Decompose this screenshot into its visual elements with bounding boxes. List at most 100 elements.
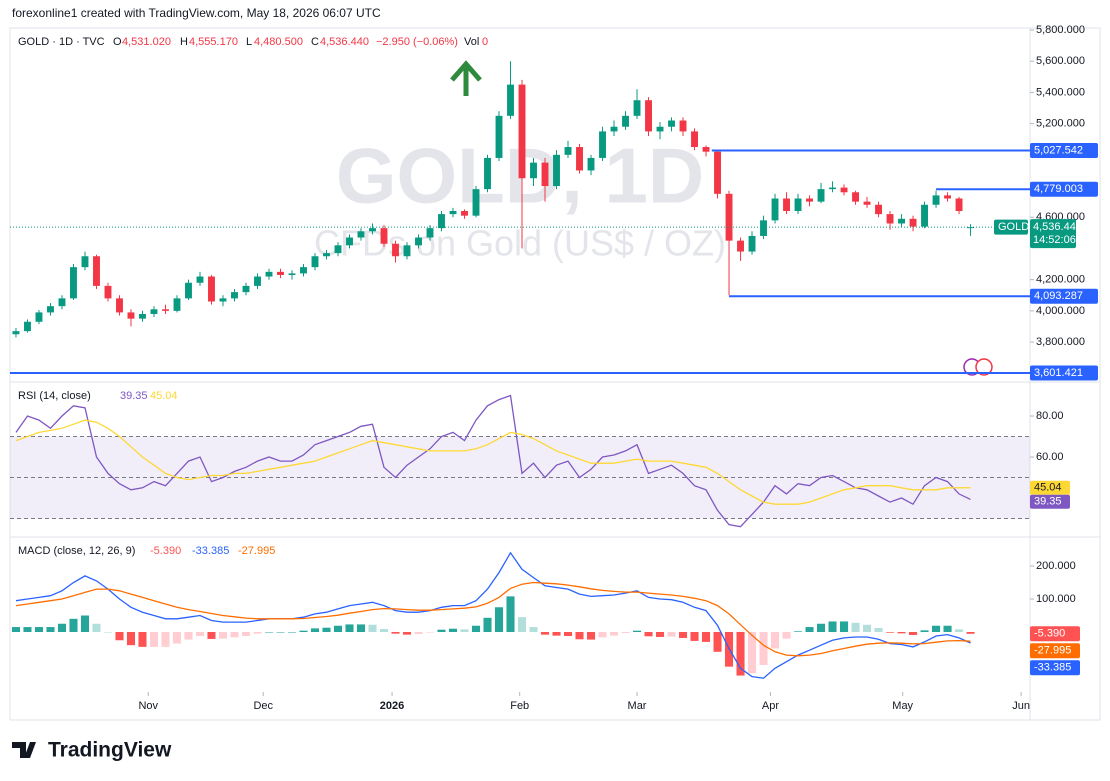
y-tick-label: 5,400.000 — [1036, 86, 1085, 98]
last-price-label: 4,536.440 — [1033, 221, 1082, 233]
candle-body — [484, 157, 491, 190]
line-price-label: 3,601.421 — [1034, 367, 1083, 379]
histogram-bar — [460, 629, 469, 633]
histogram-bar — [57, 623, 67, 633]
candle-body — [116, 298, 123, 313]
x-tick-label: Feb — [510, 700, 529, 712]
histogram-bar — [966, 632, 975, 634]
x-tick-label: Dec — [253, 700, 273, 712]
candle-body — [760, 220, 767, 236]
header: forexonline1 created with TradingView.co… — [12, 6, 381, 20]
histogram-bar — [506, 596, 515, 633]
histogram-bar — [11, 627, 21, 633]
histogram-bar — [598, 632, 607, 638]
flag-icons — [963, 358, 993, 376]
candle-body — [863, 201, 871, 205]
histogram-bar — [218, 632, 228, 639]
line-price-label-box — [1030, 288, 1098, 304]
axis-value-label: -5.390 — [1034, 628, 1065, 640]
histogram-bar — [161, 632, 170, 647]
histogram-bar — [943, 625, 952, 633]
candle-body — [783, 198, 790, 211]
last-symbol-label: GOLD — [998, 221, 1029, 233]
y-tick-label: 4,200.000 — [1036, 274, 1085, 286]
histogram-bar — [609, 632, 619, 636]
histogram-bar — [276, 632, 285, 633]
histogram-bar — [414, 632, 423, 634]
label: L — [246, 36, 252, 48]
axis-value-label-box — [1030, 626, 1080, 642]
x-tick-label: Jun — [1012, 700, 1030, 712]
axis-value-label-box — [1030, 480, 1070, 495]
histogram-bar — [138, 632, 147, 647]
value: 4,555.170 — [189, 36, 238, 48]
candle-body — [415, 237, 422, 246]
candle-body — [955, 198, 963, 211]
candle-body — [24, 321, 31, 332]
y-tick-label: 5,600.000 — [1036, 55, 1085, 67]
histogram-bar — [299, 630, 308, 633]
candle-body — [909, 218, 917, 227]
label: C — [311, 36, 319, 48]
candle-body — [748, 235, 756, 252]
histogram-bar — [287, 632, 297, 633]
candle-body — [58, 298, 66, 307]
histogram-bar — [886, 632, 895, 633]
candle-body — [472, 189, 480, 216]
candle-body — [714, 151, 721, 194]
histogram-bar — [920, 630, 929, 633]
histogram-bar — [655, 632, 665, 637]
candle-body — [357, 231, 365, 238]
candle-body — [104, 285, 112, 299]
histogram-bar — [713, 632, 722, 652]
histogram-bar — [115, 632, 124, 641]
y-tick-label: 60.00 — [1036, 451, 1064, 463]
histogram-bar — [828, 621, 837, 633]
candle-body — [219, 298, 227, 302]
candle-body — [702, 147, 710, 152]
candle-body — [265, 271, 273, 277]
histogram-bar — [483, 617, 492, 633]
x-tick-label: Apr — [762, 700, 779, 712]
candle-body — [599, 131, 606, 158]
candle-body — [311, 256, 319, 268]
candle-body — [633, 100, 641, 116]
axis-value-label: 39.35 — [1034, 496, 1062, 508]
histogram-bar — [230, 632, 239, 638]
label: O — [113, 36, 122, 48]
histogram-bar — [667, 632, 676, 637]
histogram-bar — [345, 624, 354, 633]
histogram-bar — [207, 632, 216, 639]
histogram-bar — [195, 632, 205, 636]
histogram-bar — [575, 632, 584, 640]
candle-body — [610, 126, 618, 132]
candle-body — [541, 162, 549, 187]
histogram-bar — [149, 632, 159, 647]
histogram-bar — [333, 625, 343, 633]
arrow-annotation — [450, 60, 482, 96]
symbol: GOLD · 1D · TVC — [18, 36, 105, 48]
candle-body — [231, 292, 238, 299]
candle-body — [921, 204, 928, 227]
pane-value: -33.385 — [192, 545, 229, 557]
histogram-bar — [817, 623, 826, 633]
histogram-bar — [494, 607, 504, 633]
candle-body — [507, 84, 514, 116]
candle-body — [679, 120, 687, 132]
histogram-bar — [34, 627, 44, 633]
histogram-bar — [759, 632, 768, 666]
histogram-bar — [322, 627, 331, 633]
label: Vol — [464, 36, 479, 48]
candle-body — [35, 312, 43, 322]
candle-body — [668, 120, 675, 127]
histogram-bar — [172, 632, 182, 644]
candle-body — [817, 189, 825, 202]
histogram-bar — [874, 628, 883, 633]
axis-value-label: 45.04 — [1034, 482, 1062, 494]
histogram-bar — [748, 632, 757, 674]
axis-value-label: -27.995 — [1034, 645, 1071, 657]
histogram-bar — [678, 632, 688, 638]
y-tick-label: 5,800.000 — [1036, 24, 1085, 36]
histogram-bar — [241, 632, 251, 636]
